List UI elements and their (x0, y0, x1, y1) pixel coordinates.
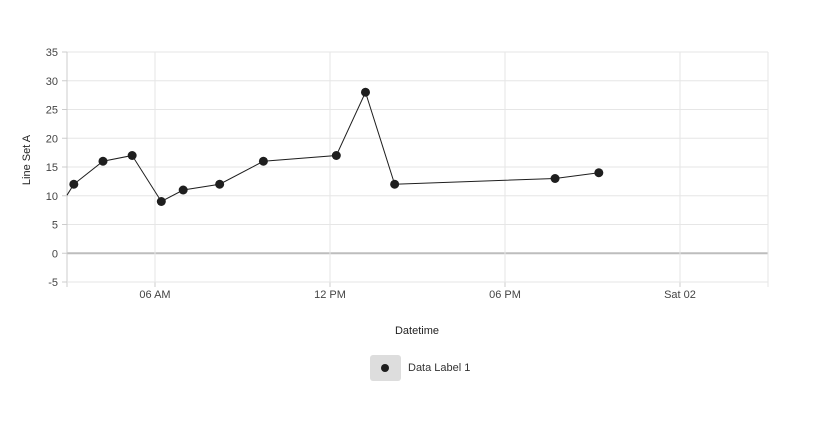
y-tick-label: 5 (52, 220, 58, 232)
data-point (69, 179, 79, 189)
data-point (98, 156, 108, 166)
y-tick-label: -5 (48, 277, 58, 289)
y-tick-label: 25 (46, 105, 58, 117)
grid-lines (67, 51, 768, 283)
legend[interactable]: Data Label 1 (370, 355, 470, 381)
data-point (127, 151, 137, 160)
x-tick-labels: 06 AM 12 PM 06 PM Sat 02 (139, 289, 696, 301)
y-tick-label: 15 (46, 162, 58, 174)
data-point (258, 156, 268, 166)
series-group (66, 87, 604, 206)
x-tick-label: Sat 02 (664, 289, 696, 301)
x-tick-label: 06 AM (139, 289, 170, 301)
legend-label: Data Label 1 (408, 362, 471, 374)
data-point (390, 179, 400, 189)
data-point (215, 179, 225, 189)
y-tick-label: 0 (52, 248, 58, 260)
y-tick-label: 35 (46, 47, 58, 59)
data-point (594, 168, 604, 178)
x-tick-label: 12 PM (314, 289, 346, 301)
data-point (550, 174, 560, 183)
axes (62, 51, 769, 287)
x-axis-title: Datetime (395, 325, 439, 337)
data-point (360, 87, 370, 97)
data-point (331, 151, 341, 160)
y-tick-label: 20 (46, 133, 58, 145)
series-line (73, 90, 599, 203)
y-tick-label: 30 (46, 76, 58, 88)
x-tick-label: 06 PM (489, 289, 521, 301)
y-axis-title: Line Set A (21, 134, 33, 185)
data-point (178, 185, 188, 195)
y-tick-labels: 35 30 25 20 15 10 5 0 -5 (46, 47, 58, 289)
legend-swatch[interactable] (370, 355, 401, 381)
y-tick-label: 10 (46, 191, 58, 203)
legend-dot-icon (381, 364, 389, 372)
data-point (156, 197, 166, 206)
